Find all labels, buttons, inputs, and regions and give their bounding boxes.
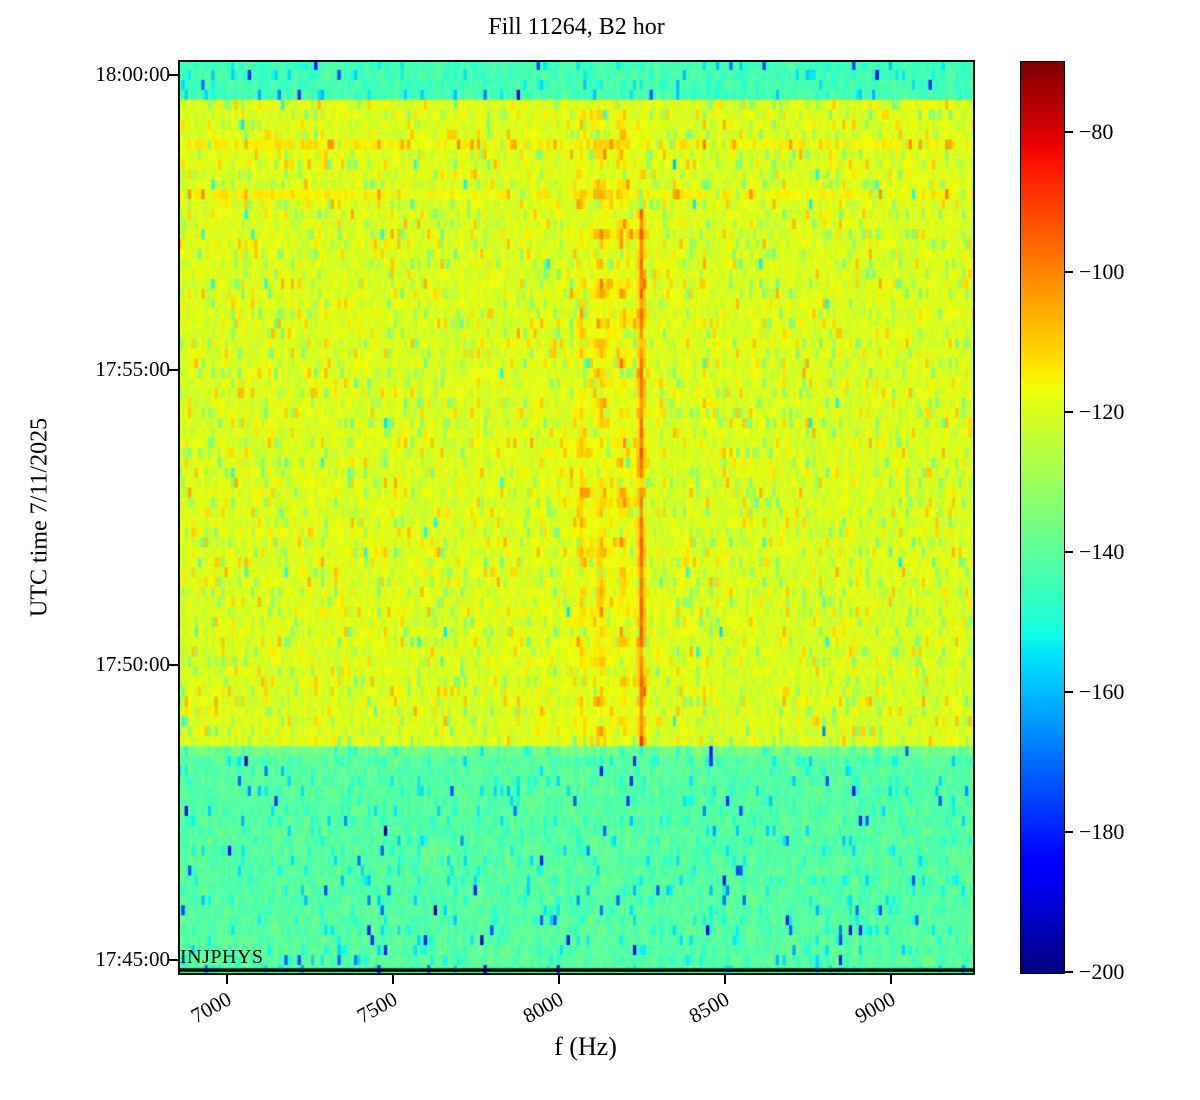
colorbar-tick-label: −160	[1079, 678, 1125, 704]
colorbar-tick-label: −120	[1079, 398, 1125, 424]
colorbar-tick-mark	[1064, 830, 1073, 833]
y-tick-mark	[169, 368, 178, 371]
y-tick-mark	[169, 959, 178, 962]
y-tick-mark	[169, 73, 178, 76]
colorbar-tick-mark	[1064, 970, 1073, 973]
y-tick-label: 17:55:00	[95, 356, 170, 381]
colorbar-tick-label: −140	[1079, 538, 1125, 564]
colorbar-tick-mark	[1064, 410, 1073, 413]
colorbar-tick-mark	[1064, 270, 1073, 273]
x-tick-mark	[558, 975, 561, 984]
colorbar-tick-label: −80	[1079, 118, 1114, 144]
y-tick-label: 18:00:00	[95, 61, 170, 86]
plot-title: Fill 11264, B2 hor	[488, 14, 665, 40]
y-tick-label: 17:45:00	[95, 947, 170, 972]
colorbar-tick-mark	[1064, 690, 1073, 693]
colorbar-tick-label: −180	[1079, 818, 1125, 844]
spectrogram-heatmap-canvas	[178, 60, 975, 975]
colorbar-tick-label: −200	[1079, 958, 1125, 984]
colorbar-tick-label: −100	[1079, 258, 1125, 284]
colorbar-tick-mark	[1064, 550, 1073, 553]
x-tick-mark	[890, 975, 893, 984]
colorbar-canvas	[1020, 61, 1065, 974]
x-tick-mark	[226, 975, 229, 984]
beam-mode-annotation: INJPHYS	[180, 946, 264, 968]
x-tick-mark	[392, 975, 395, 984]
colorbar-tick-mark	[1064, 130, 1073, 133]
x-axis-label: f (Hz)	[554, 1032, 617, 1061]
x-tick-mark	[724, 975, 727, 984]
y-tick-mark	[169, 664, 178, 667]
y-tick-label: 17:50:00	[95, 652, 170, 677]
